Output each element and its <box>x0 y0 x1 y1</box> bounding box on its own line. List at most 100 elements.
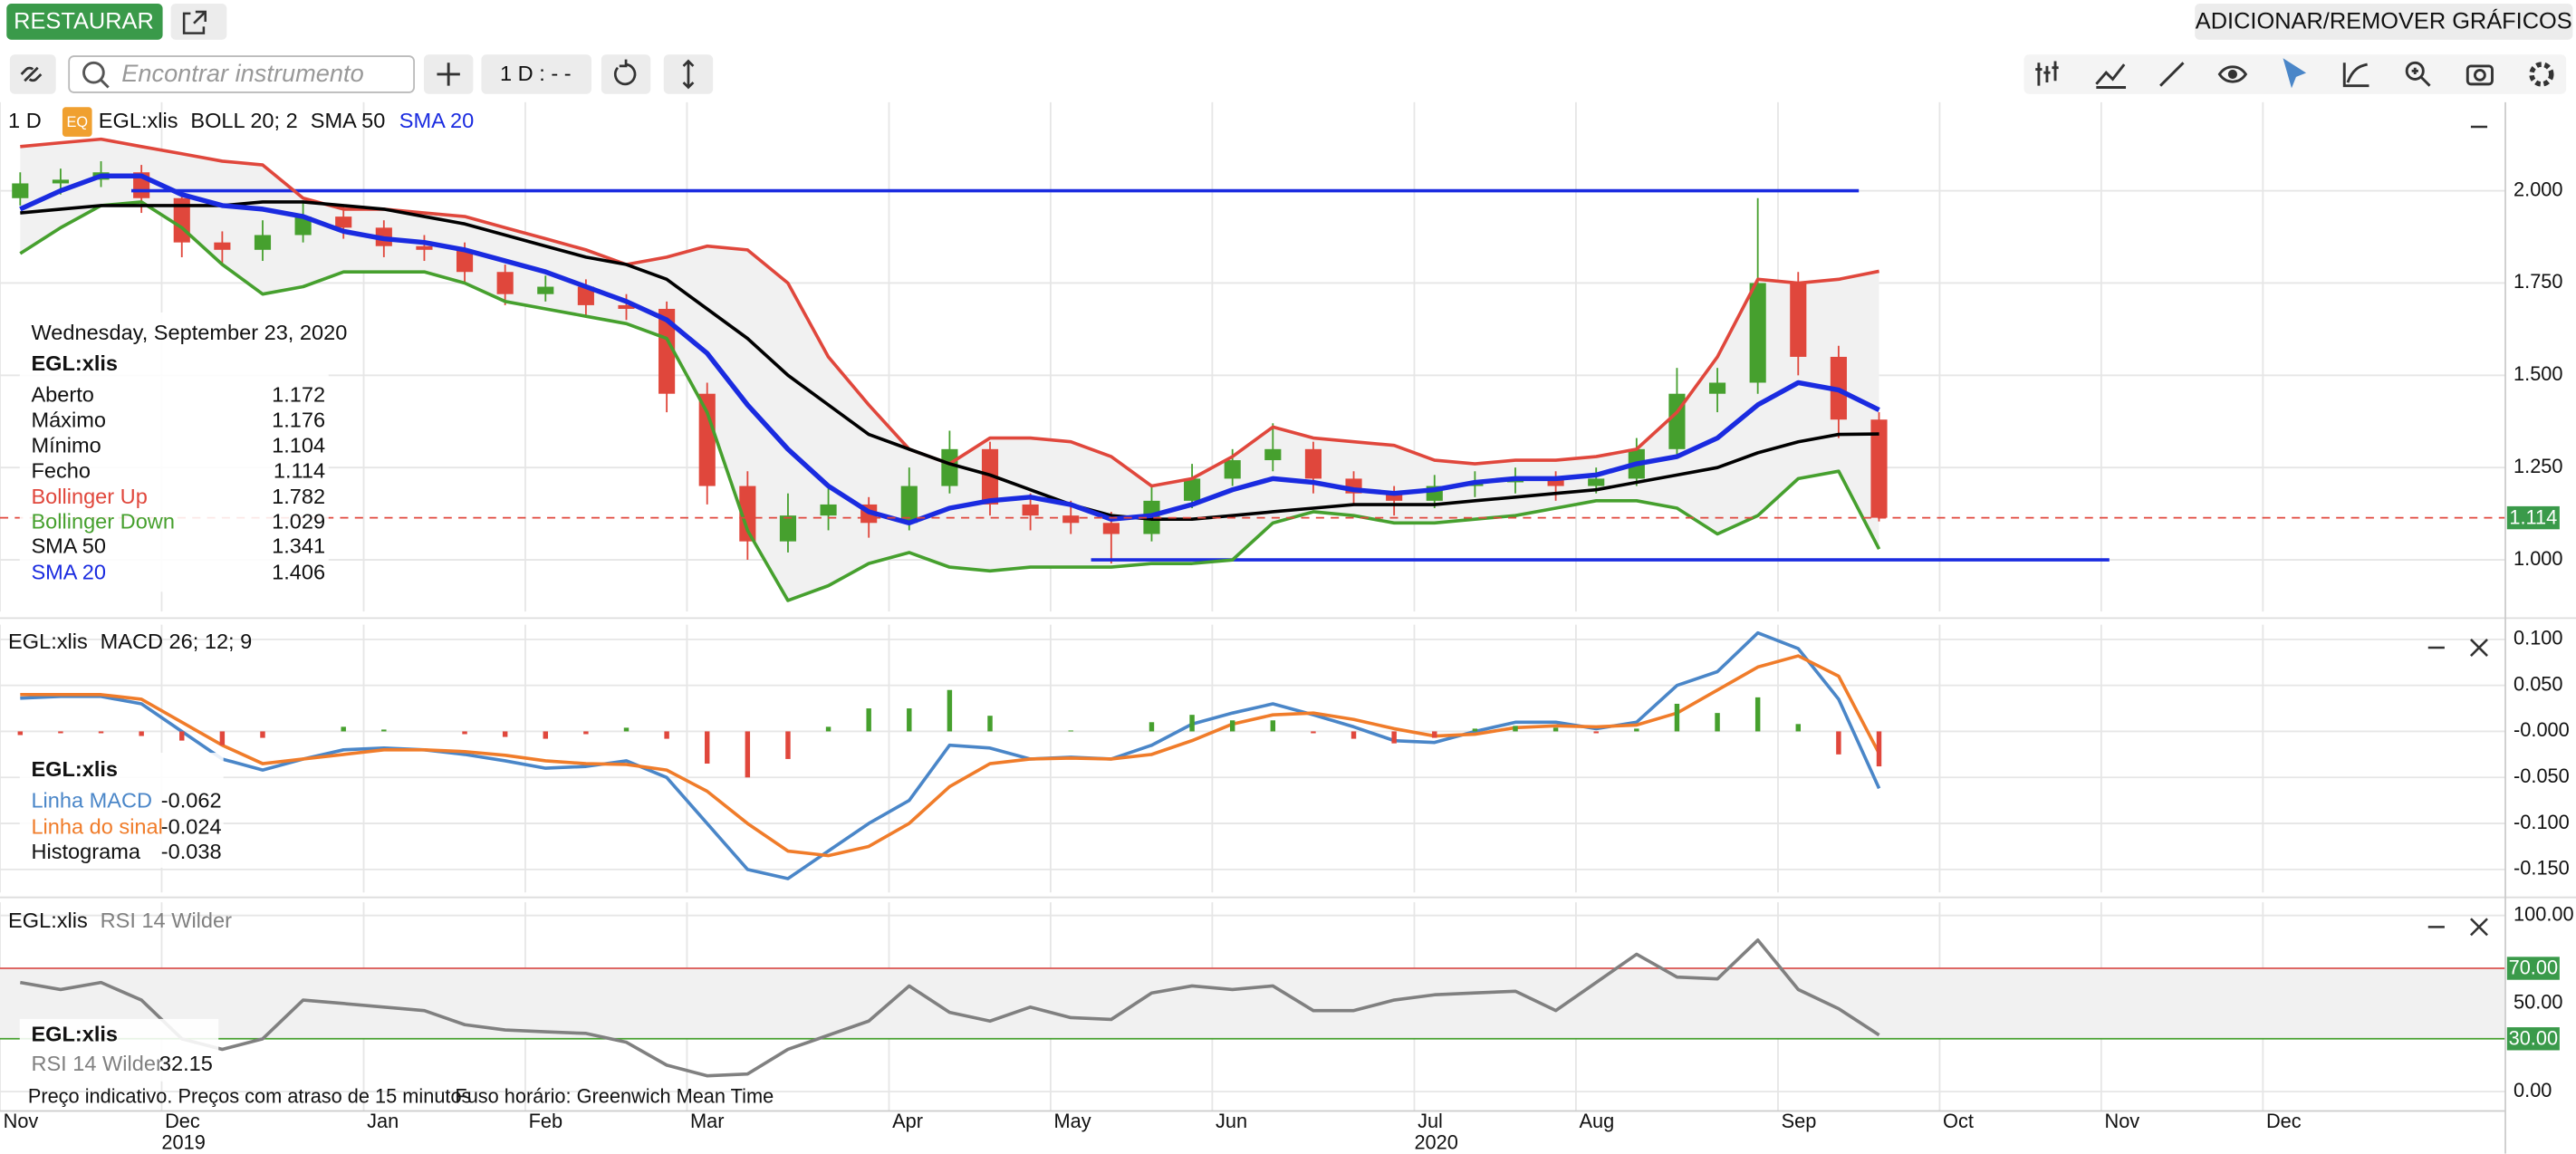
candle-body <box>496 272 514 294</box>
candle-body <box>739 486 756 542</box>
candle-body <box>12 183 29 198</box>
x-tick-label: Nov <box>4 1110 39 1132</box>
legend-sma50: SMA 50 <box>311 109 386 132</box>
series-line <box>20 654 1881 858</box>
histogram-bar <box>341 726 346 732</box>
tooltip-symbol: EGL:xlis <box>31 351 118 375</box>
curve-tool[interactable] <box>2342 63 2369 88</box>
search-placeholder[interactable]: Encontrar instrumento <box>121 59 363 87</box>
x-tick-label: Aug <box>1580 1110 1615 1132</box>
settings-tool[interactable] <box>2529 62 2554 87</box>
tooltip-value: 1.114 <box>274 458 325 482</box>
link-icon <box>20 66 43 82</box>
series-line <box>20 200 1879 521</box>
add-remove-button[interactable] <box>2195 3 2573 40</box>
restore-label[interactable]: RESTAURAR <box>14 9 154 34</box>
legend-symbol: EGL:xlis <box>31 1022 118 1045</box>
histogram-bar <box>1593 731 1599 734</box>
legend-value: 32.15 <box>159 1052 213 1075</box>
legend-label: Linha MACD <box>31 789 152 813</box>
histogram-bar <box>866 708 871 732</box>
y-tick-label: -0.050 <box>2514 765 2570 787</box>
histogram-bar <box>58 731 63 734</box>
candle-body <box>618 304 635 309</box>
candle-body <box>1547 478 1564 486</box>
candle-tool[interactable] <box>2035 61 2059 86</box>
tooltip-label: Fecho <box>31 458 90 482</box>
x-tick-label: Dec <box>165 1110 200 1132</box>
tooltip-label: SMA 50 <box>31 534 106 558</box>
histogram-bar <box>502 731 508 737</box>
legend-box <box>19 1018 219 1082</box>
histogram-bar <box>705 731 710 765</box>
line-tool[interactable] <box>2159 62 2185 87</box>
series-line <box>19 173 1880 526</box>
histogram-bar <box>1391 731 1397 744</box>
close-button[interactable] <box>2470 918 2488 937</box>
plus-icon <box>437 63 460 86</box>
interval-button[interactable] <box>481 54 591 94</box>
histogram-bar <box>623 727 630 732</box>
zoom-tool[interactable] <box>2405 61 2425 81</box>
zoom-tool-lines <box>2411 67 2431 87</box>
histogram-bar <box>1634 728 1639 732</box>
histogram-bar <box>1149 722 1155 732</box>
legend-box <box>19 753 224 869</box>
add-remove-label[interactable]: ADICIONAR/REMOVER GRÁFICOS <box>2196 8 2572 34</box>
tooltip-label: Mínimo <box>31 434 101 457</box>
histogram-bar <box>785 731 791 759</box>
tooltip-label: Aberto <box>31 383 93 407</box>
histogram-bar <box>987 716 993 732</box>
x-tick-label: Jul <box>1418 1110 1443 1132</box>
candle-body <box>52 179 69 184</box>
snapshot-tool[interactable] <box>2465 64 2494 86</box>
badge-label: EQ <box>66 114 88 130</box>
histogram-bar <box>1350 731 1357 739</box>
histogram-bar <box>179 731 185 741</box>
candle-body <box>1022 504 1039 516</box>
y-tick-label: 50.00 <box>2514 991 2562 1014</box>
legend-symbol: EGL:xlis <box>31 757 118 781</box>
restore-button[interactable] <box>6 3 163 40</box>
histogram-bar <box>98 731 104 734</box>
candle-body <box>779 515 797 542</box>
candle-body <box>1790 283 1807 357</box>
y-tick-label: -0.150 <box>2514 857 2570 880</box>
y-tick-label: 0.00 <box>2514 1079 2552 1101</box>
reset-button[interactable] <box>601 54 651 94</box>
resize-icon <box>682 59 695 90</box>
snapshot-lens <box>2474 68 2486 82</box>
close-button[interactable] <box>2470 639 2488 657</box>
candle-body <box>1184 478 1201 501</box>
histogram-bar <box>1513 726 1518 732</box>
indicator-tool[interactable] <box>2095 63 2127 89</box>
candle-body <box>294 216 312 236</box>
search-input[interactable] <box>68 55 415 93</box>
candle-body <box>1386 493 1403 501</box>
tooltip-label: Máximo <box>31 409 105 432</box>
panel-title: RSI 14 Wilder <box>101 909 232 932</box>
badge <box>62 107 92 137</box>
series-line <box>20 630 1881 880</box>
view-tool[interactable] <box>2217 65 2248 83</box>
y-tick-label: 1.000 <box>2514 547 2562 570</box>
last-price-tag <box>2506 505 2560 530</box>
level-tag <box>2506 957 2560 980</box>
histogram-bar <box>1836 731 1841 755</box>
histogram-bar <box>907 708 912 732</box>
tooltip-date: Wednesday, September 23, 2020 <box>31 321 347 344</box>
cursor-tool[interactable] <box>2283 58 2307 89</box>
search-icon <box>99 78 110 89</box>
legend-label: RSI 14 Wilder <box>31 1052 162 1075</box>
interval-label[interactable]: 1 D : - - <box>500 62 572 85</box>
legend-value: -0.038 <box>161 840 222 863</box>
tooltip-value: 1.172 <box>272 383 325 407</box>
x-tick-label: May <box>1054 1110 1091 1132</box>
candle-body <box>1062 515 1080 524</box>
histogram-bar <box>17 731 24 736</box>
x-tick-label: Feb <box>529 1110 562 1132</box>
search-icon <box>82 61 105 84</box>
x-tick-label: Dec <box>2266 1110 2302 1132</box>
histogram-bar <box>1715 713 1720 732</box>
